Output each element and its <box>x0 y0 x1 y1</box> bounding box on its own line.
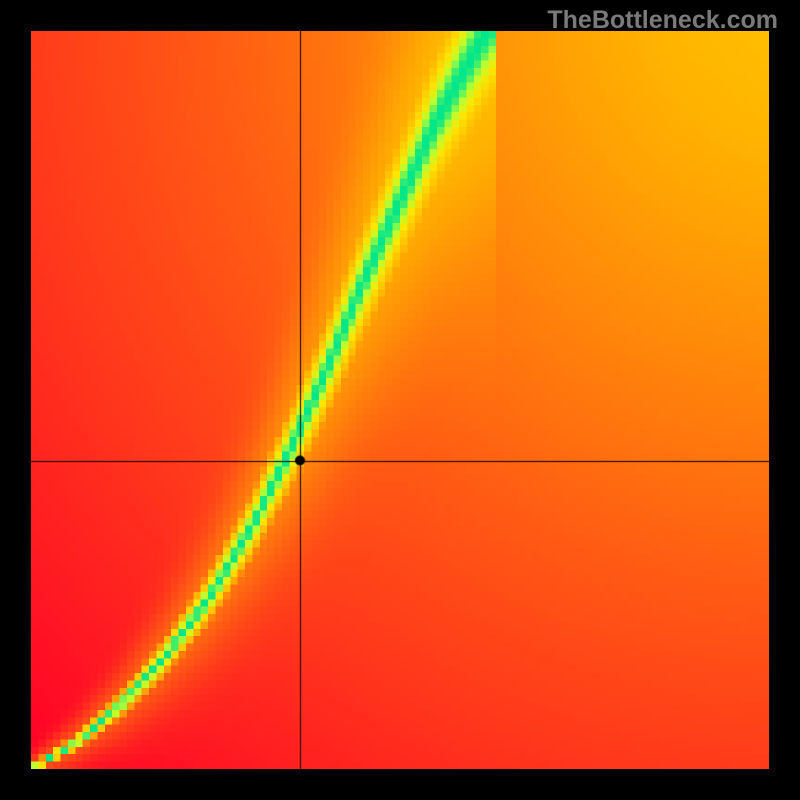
attribution-label: TheBottleneck.com <box>547 6 778 35</box>
bottleneck-heatmap <box>31 31 769 769</box>
chart-container: TheBottleneck.com <box>0 0 800 800</box>
